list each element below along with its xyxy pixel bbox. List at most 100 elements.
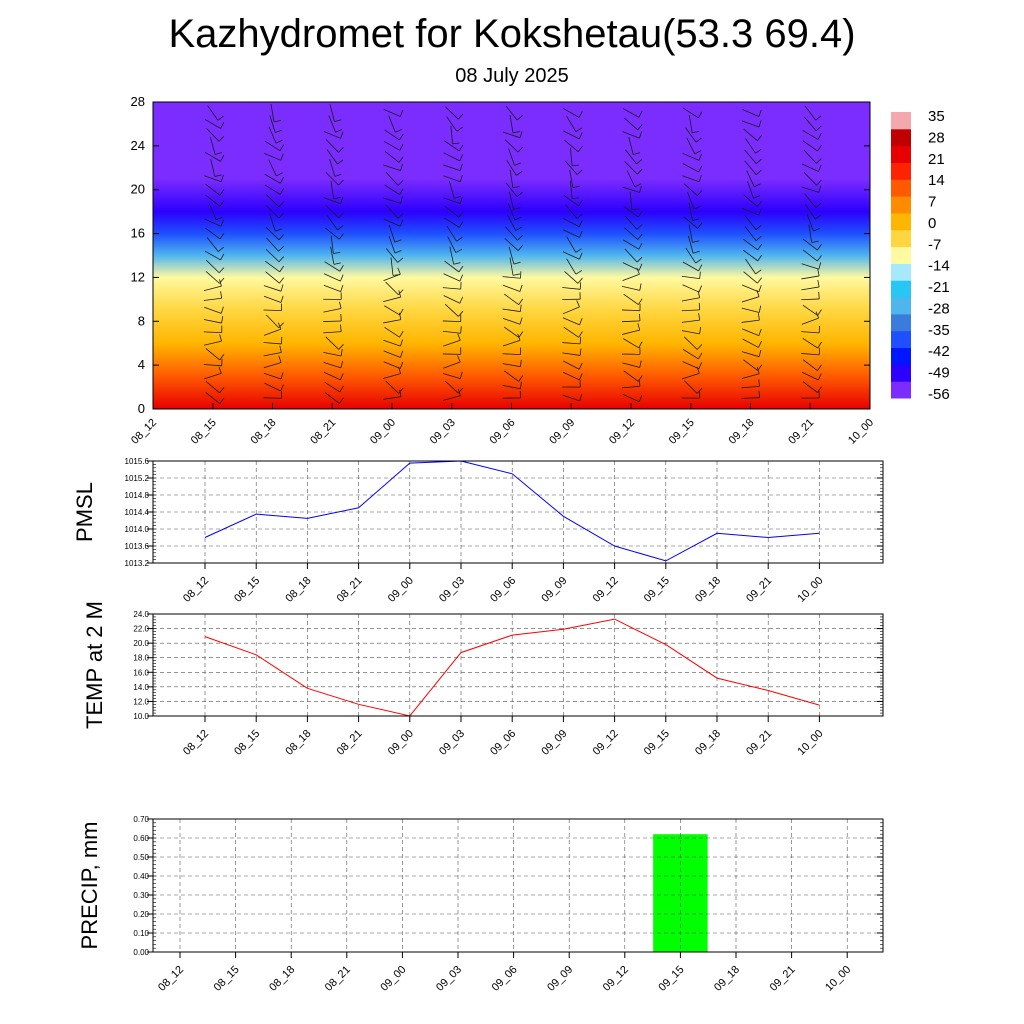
- wind-barb-flag: [518, 331, 524, 338]
- wind-barb-flag: [457, 355, 461, 363]
- wind-barb-flag: [459, 274, 464, 282]
- wind-barb-flag: [215, 152, 222, 155]
- wind-barb-flag: [398, 312, 402, 320]
- wind-barb-flag: [456, 126, 463, 132]
- x-tick-label: 09_12: [601, 964, 631, 994]
- wind-barb: [266, 237, 279, 252]
- wind-barb: [504, 238, 519, 251]
- wind-barb: [742, 284, 759, 293]
- wind-barb: [443, 373, 461, 380]
- wind-barb: [203, 331, 222, 334]
- colorbar-bin: [891, 381, 911, 399]
- wind-barb: [503, 370, 520, 382]
- series-line: [204, 618, 820, 717]
- wind-barb: [682, 175, 700, 183]
- wind-barb: [442, 395, 461, 401]
- wind-barb: [509, 114, 514, 133]
- wind-barb-flag: [818, 185, 822, 193]
- wind-barb: [624, 215, 638, 230]
- wind-barb-flag: [399, 188, 404, 195]
- colorbar-label: -21: [928, 279, 950, 296]
- x-tick-label: 09_09: [545, 964, 575, 994]
- wind-barb-flag: [578, 331, 583, 338]
- x-tick-label: 09_00: [378, 964, 408, 994]
- wind-barb-flag: [753, 195, 761, 199]
- x-tick-label: 09_03: [428, 417, 458, 447]
- wind-barb: [562, 306, 580, 315]
- wind-barb-flag: [512, 273, 520, 276]
- colorbar-bin: [891, 297, 911, 315]
- wind-barb: [803, 172, 817, 186]
- wind-barbs: [203, 104, 822, 404]
- wind-barb: [622, 393, 640, 403]
- wind-barb: [503, 293, 520, 305]
- wind-barb: [264, 152, 281, 161]
- wind-barb: [801, 263, 819, 270]
- wind-barb-flag: [459, 296, 464, 304]
- wind-barb-flag: [519, 284, 523, 292]
- wind-barb-flag: [278, 246, 284, 252]
- wind-barb: [383, 197, 401, 204]
- wind-barb-flag: [813, 228, 821, 232]
- colorbar-bin: [891, 179, 911, 197]
- wind-barb: [622, 385, 640, 389]
- wind-barb: [323, 308, 342, 313]
- wind-barb: [263, 328, 282, 336]
- wind-barb: [503, 326, 520, 338]
- x-tick-label: 08_12: [181, 728, 211, 758]
- y-tick-label: 24: [131, 138, 145, 153]
- wind-barb: [623, 205, 639, 218]
- wind-barb-flag: [399, 331, 404, 338]
- wind-barb: [444, 260, 460, 273]
- wind-barb: [270, 104, 275, 122]
- wind-barb: [324, 392, 340, 404]
- wind-barb-flag: [516, 191, 523, 198]
- wind-barb: [742, 328, 759, 337]
- wind-barb-flag: [755, 148, 762, 154]
- wind-barb-flag: [755, 269, 762, 275]
- wind-barb: [505, 182, 518, 197]
- x-tick-label: 08_21: [335, 728, 365, 758]
- wind-barb-flag: [519, 381, 522, 389]
- wind-barb-flag: [340, 349, 343, 357]
- wind-barb-flag: [755, 225, 762, 231]
- wind-barb: [564, 271, 579, 284]
- wind-barb: [502, 131, 521, 139]
- colorbar-bin: [891, 280, 911, 298]
- y-tick-label: 1015.2: [125, 474, 150, 483]
- wind-barb: [205, 183, 221, 196]
- wind-barb-flag: [578, 132, 583, 140]
- wind-barb-flag: [399, 133, 404, 141]
- wind-barb: [205, 227, 221, 240]
- x-tick-label: 08_15: [189, 417, 219, 447]
- wind-barb-flag: [579, 348, 582, 356]
- wind-barb-flag: [758, 379, 760, 387]
- wind-barb: [265, 248, 280, 263]
- wind-barb-flag: [217, 115, 224, 121]
- wind-barb-flag: [333, 262, 341, 265]
- x-tick-label: 09_15: [667, 417, 697, 447]
- wind-barb-flag: [219, 277, 225, 284]
- wind-barb: [325, 139, 339, 153]
- wind-barb: [741, 351, 760, 358]
- wind-barb-flag: [279, 188, 285, 195]
- wind-barb: [682, 361, 700, 370]
- wind-barb-flag: [757, 254, 763, 262]
- wind-barb-flag: [275, 139, 283, 144]
- wind-barb: [565, 160, 578, 175]
- wind-barb: [502, 276, 521, 279]
- wind-barb-flag: [220, 253, 225, 261]
- y-tick-label: 14.0: [133, 683, 149, 692]
- wind-barb: [208, 203, 217, 221]
- y-axis-label: PRECIP, mm: [77, 822, 102, 950]
- wind-barb: [443, 217, 460, 228]
- wind-barb: [329, 104, 335, 122]
- wind-barb: [209, 137, 216, 155]
- wind-barb-flag: [811, 240, 819, 243]
- x-tick-label: 09_00: [386, 728, 416, 758]
- wind-barb-flag: [638, 395, 643, 402]
- plot-area: [153, 614, 883, 716]
- wind-barb-flag: [220, 306, 224, 314]
- y-tick-label: 0.00: [133, 948, 149, 957]
- wind-barb: [268, 126, 277, 144]
